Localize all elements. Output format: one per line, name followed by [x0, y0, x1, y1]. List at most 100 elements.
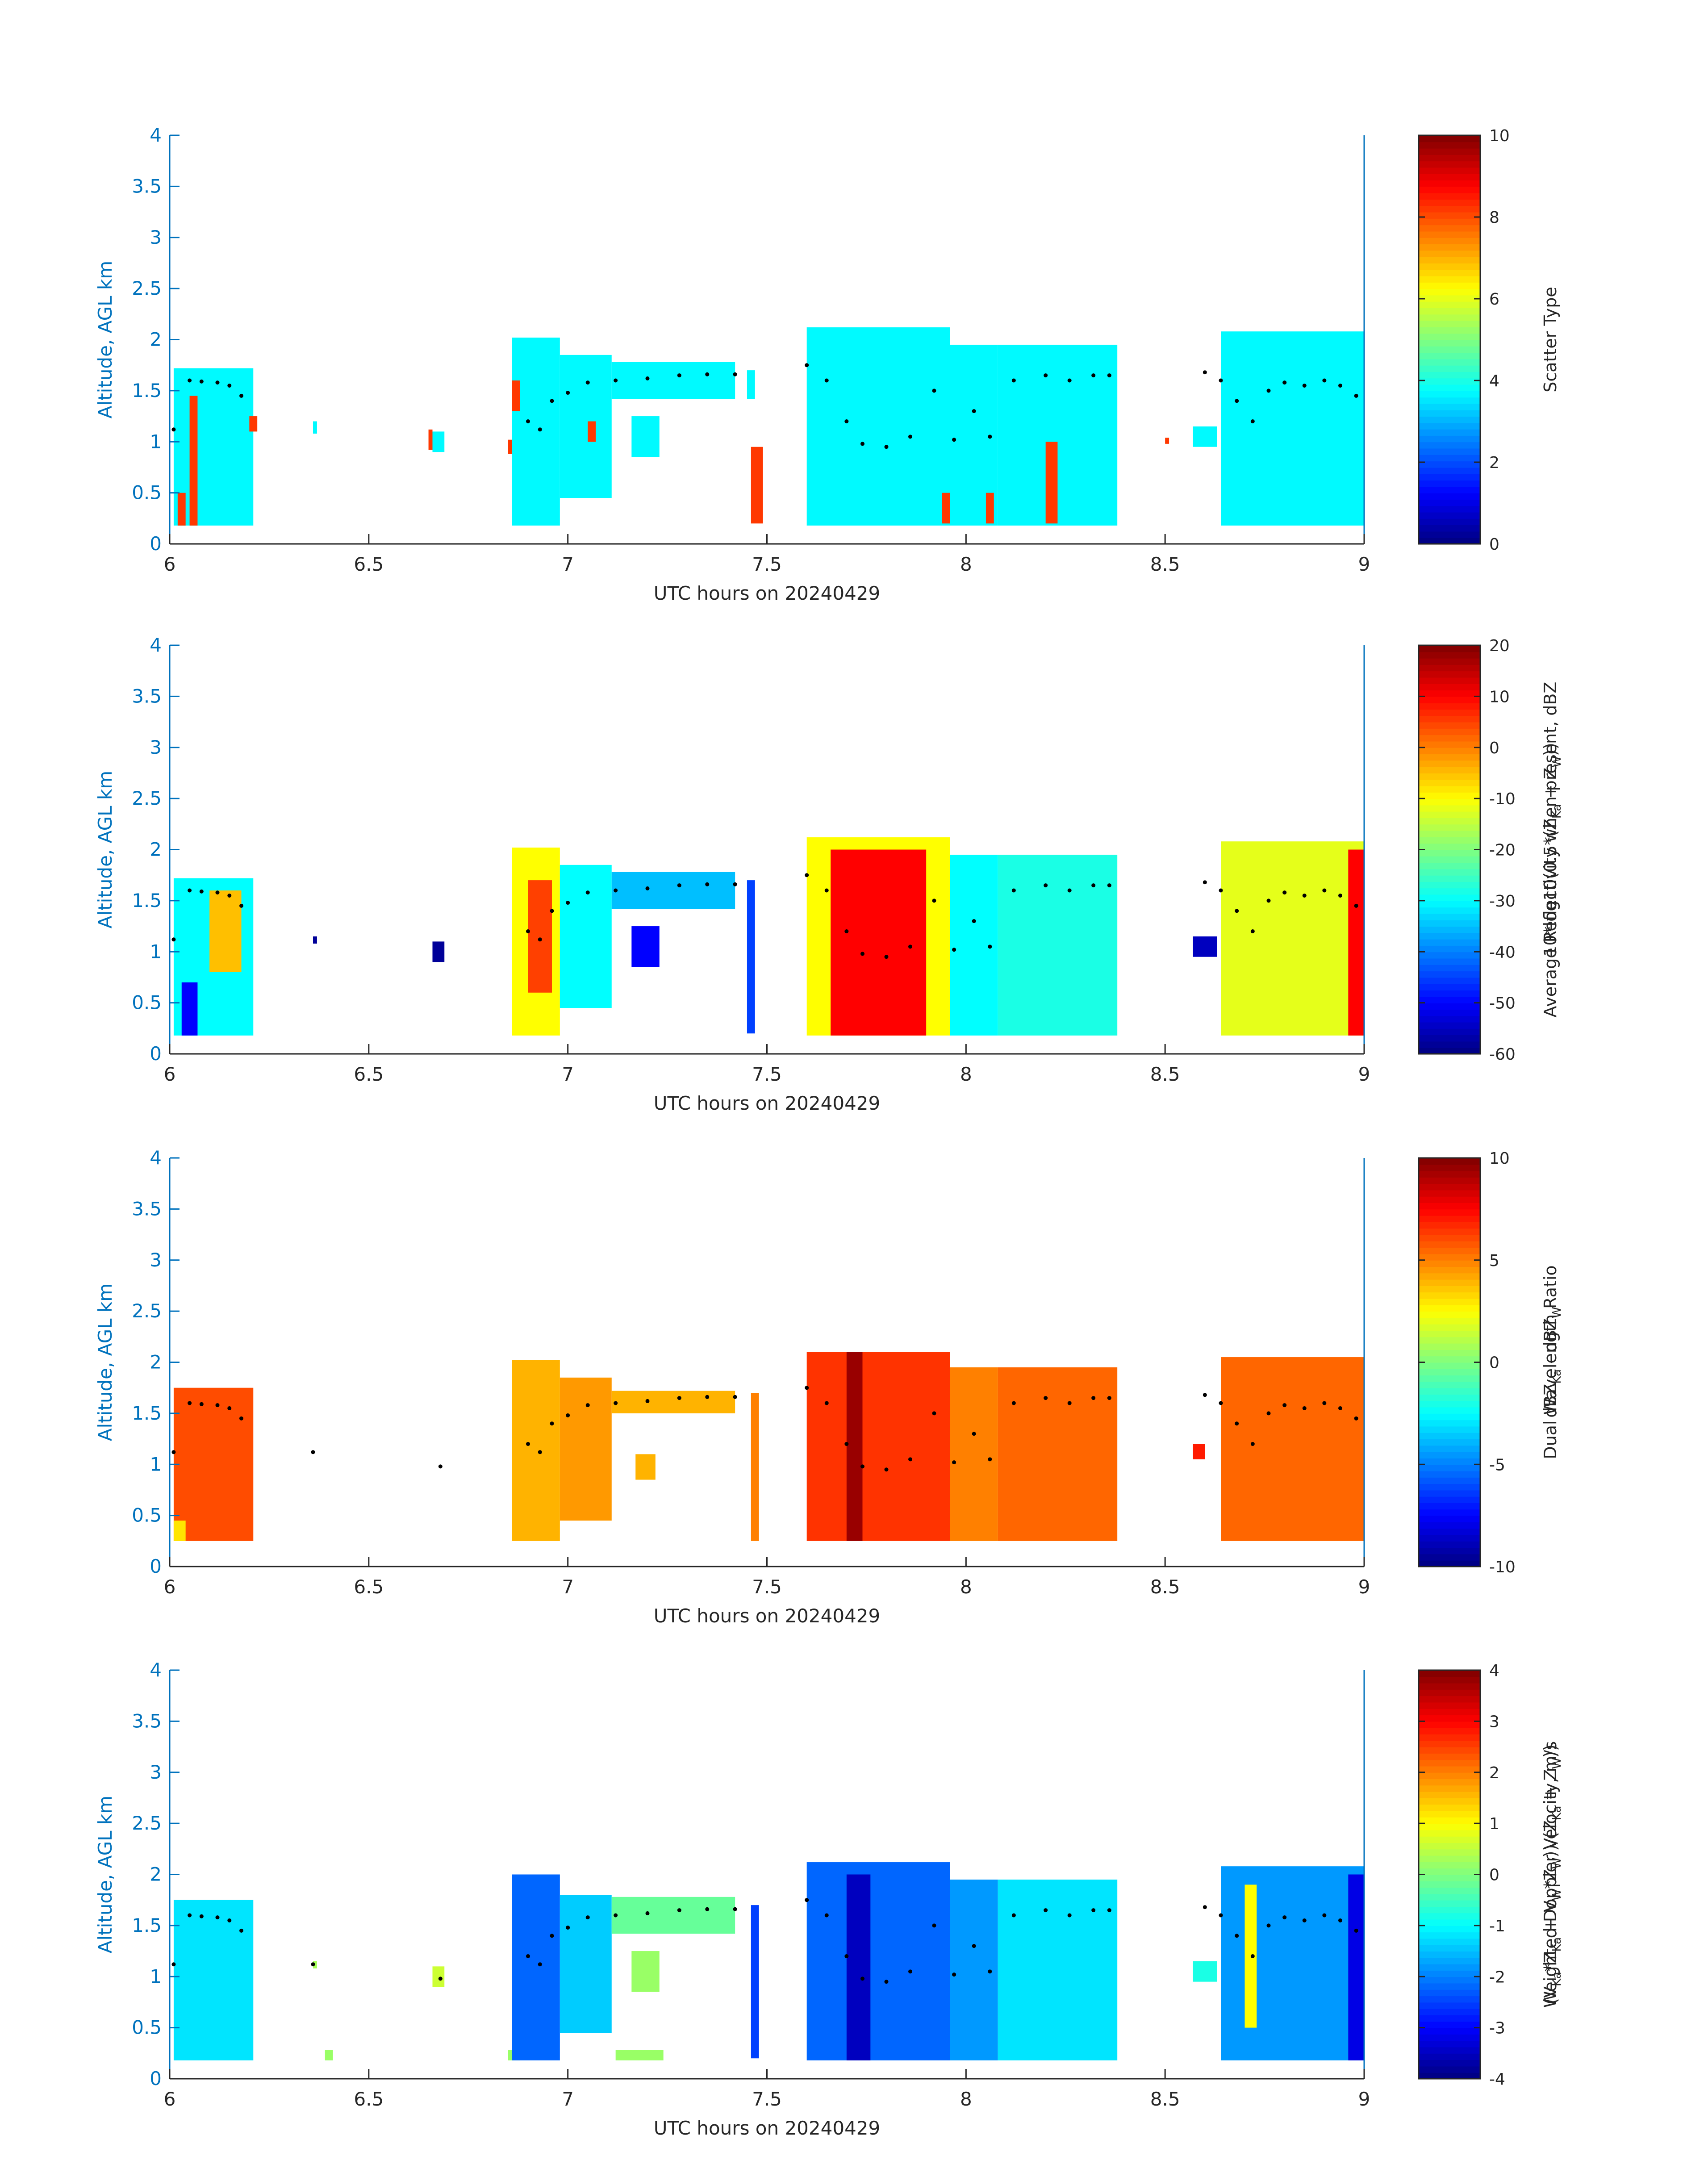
cloud-top-marker — [566, 900, 570, 905]
colorbar-swatch — [1419, 1534, 1480, 1542]
x-tick-label: 8.5 — [1150, 553, 1180, 575]
colorbar-swatch — [1419, 875, 1480, 882]
colorbar-swatch — [1419, 1490, 1480, 1497]
colorbar-tick-label: 0 — [1489, 1354, 1499, 1372]
echo-region — [173, 1521, 186, 1541]
x-tick-label: 9 — [1358, 1063, 1370, 1085]
y-tick-label: 4 — [150, 1659, 162, 1681]
colorbar-swatch — [1419, 537, 1480, 544]
y-tick-label: 2.5 — [132, 1300, 162, 1322]
x-tick-label: 7 — [562, 553, 574, 575]
colorbar-tick-label: -1 — [1489, 1917, 1505, 1935]
cloud-top-marker — [1091, 1396, 1096, 1400]
x-tick-label: 6.5 — [354, 1576, 384, 1598]
echo-region — [998, 854, 1118, 1036]
colorbar-swatch — [1419, 2008, 1480, 2016]
x-tick-label: 8 — [960, 2088, 972, 2110]
colorbar-title-text: + Z — [1541, 768, 1560, 804]
colorbar-swatch — [1419, 1938, 1480, 1945]
colorbar-tick-label: 8 — [1489, 209, 1499, 227]
colorbar-title-subscript: Ka — [1550, 804, 1564, 819]
colorbar-tick-label: -5 — [1489, 1456, 1505, 1474]
colorbar-swatch — [1419, 1689, 1480, 1696]
cloud-top-marker — [215, 380, 220, 385]
colorbar-swatch — [1419, 964, 1480, 972]
colorbar-swatch — [1419, 2060, 1480, 2067]
y-tick-label: 1.5 — [132, 890, 162, 911]
colorbar-swatch — [1419, 1028, 1480, 1036]
cloud-top-marker — [645, 1911, 650, 1915]
colorbar-swatch — [1419, 1387, 1480, 1395]
colorbar-swatch — [1419, 1521, 1480, 1529]
cloud-top-marker — [1266, 1411, 1271, 1416]
colorbar-swatch — [1419, 1203, 1480, 1210]
cloud-top-marker — [1338, 893, 1342, 898]
cloud-top-marker — [824, 378, 829, 383]
y-tick-label: 0 — [150, 533, 162, 555]
x-tick-label: 8 — [960, 1063, 972, 1085]
cloud-top-marker — [1354, 903, 1358, 908]
echo-region — [528, 880, 552, 993]
cloud-top-marker — [1235, 399, 1239, 403]
cloud-top-marker — [1044, 373, 1048, 378]
cloud-top-marker — [824, 888, 829, 893]
colorbar-swatch — [1419, 301, 1480, 309]
colorbar-swatch — [1419, 2072, 1480, 2079]
cloud-top-marker — [199, 889, 204, 894]
cloud-top-marker — [526, 929, 530, 933]
colorbar-tick-label: 4 — [1489, 1662, 1499, 1680]
y-axis-title: Altitude, AGL km — [94, 1283, 116, 1441]
colorbar-title-subscript: W — [1550, 1889, 1564, 1901]
colorbar-swatch — [1419, 1830, 1480, 1837]
cloud-top-marker — [1322, 1401, 1327, 1405]
cloud-top-marker — [538, 1450, 542, 1454]
colorbar-tick-label: -40 — [1489, 943, 1516, 961]
cloud-top-marker — [1107, 1396, 1111, 1400]
cloud-top-marker — [550, 1421, 554, 1426]
cloud-top-marker — [884, 1467, 889, 1472]
colorbar-swatch — [1419, 1823, 1480, 1830]
cloud-top-marker — [1067, 1401, 1072, 1405]
colorbar-swatch — [1419, 231, 1480, 238]
echo-region — [1193, 1961, 1217, 1982]
colorbar-swatch — [1419, 932, 1480, 940]
colorbar-swatch — [1419, 1477, 1480, 1484]
cloud-top-marker — [908, 1457, 912, 1462]
colorbar-swatch — [1419, 1541, 1480, 1548]
colorbar-swatch — [1419, 442, 1480, 449]
colorbar-swatch — [1419, 1696, 1480, 1703]
colorbar-swatch — [1419, 1177, 1480, 1184]
colorbar-swatch — [1419, 288, 1480, 296]
colorbar-swatch — [1419, 205, 1480, 213]
colorbar-swatch — [1419, 1670, 1480, 1677]
colorbar-swatch — [1419, 728, 1480, 735]
colorbar-swatch — [1419, 378, 1480, 385]
cloud-top-marker — [952, 1460, 956, 1465]
echo-region — [1348, 849, 1364, 1036]
colorbar-tick-label: -30 — [1489, 892, 1516, 911]
colorbar-swatch — [1419, 1515, 1480, 1522]
x-tick-label: 7.5 — [752, 1576, 782, 1598]
colorbar-swatch — [1419, 1528, 1480, 1535]
cloud-top-marker — [311, 1962, 315, 1967]
cloud-top-marker — [952, 1972, 956, 1977]
x-tick-label: 6 — [164, 1063, 176, 1085]
colorbar-swatch — [1419, 148, 1480, 155]
echo-region — [998, 1367, 1118, 1541]
echo-region — [560, 355, 612, 498]
cloud-top-marker — [705, 1395, 710, 1399]
echo-region — [173, 1900, 254, 2060]
colorbar-swatch — [1419, 900, 1480, 908]
colorbar-swatch — [1419, 939, 1480, 946]
colorbar-title: Weighted Doppler Velocity, m/s(VKa*ZKa +… — [1541, 1741, 1564, 2008]
cloud-top-marker — [972, 1432, 976, 1436]
colorbar-swatch — [1419, 1496, 1480, 1504]
cloud-top-marker — [239, 903, 243, 908]
echo-region — [189, 396, 198, 526]
echo-region — [1193, 936, 1217, 957]
cloud-top-marker — [1250, 419, 1255, 423]
y-tick-label: 1 — [150, 1965, 162, 1987]
colorbar-swatch — [1419, 1279, 1480, 1286]
echo-region — [1193, 1444, 1205, 1459]
cloud-top-marker — [860, 1464, 864, 1469]
